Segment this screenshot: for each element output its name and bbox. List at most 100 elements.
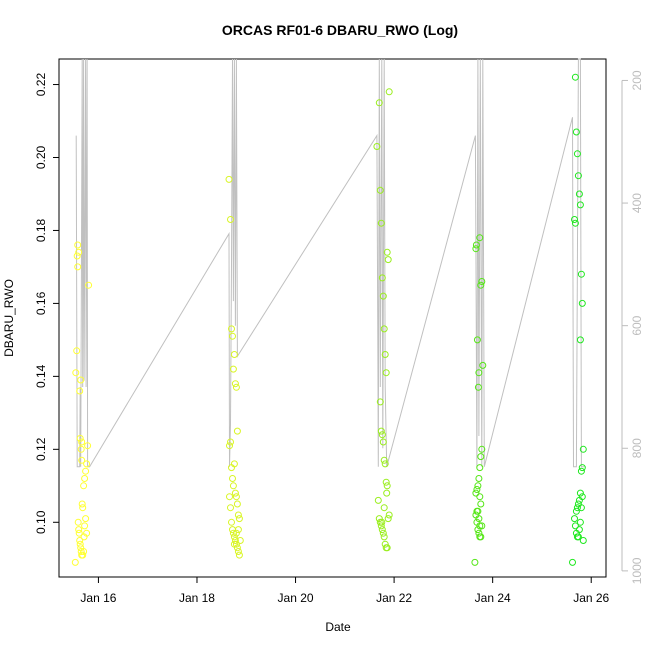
data-points xyxy=(71,73,587,566)
chart-title: ORCAS RF01-6 DBARU_RWO (Log) xyxy=(222,22,458,38)
data-point xyxy=(571,515,578,523)
data-point xyxy=(382,478,390,486)
data-point xyxy=(378,431,386,439)
data-point xyxy=(478,522,486,530)
data-point xyxy=(81,475,89,482)
data-point xyxy=(383,544,391,552)
data-point xyxy=(380,533,388,541)
data-point xyxy=(478,445,486,453)
data-point xyxy=(234,548,242,555)
data-point xyxy=(579,445,587,453)
plot-border xyxy=(58,58,607,578)
data-point xyxy=(83,529,91,537)
data-point xyxy=(579,537,587,544)
data-point xyxy=(74,518,82,526)
data-point xyxy=(475,515,483,523)
data-point xyxy=(574,172,582,180)
data-point xyxy=(378,526,386,534)
y-tick-label: 0.16 xyxy=(34,291,48,315)
data-point xyxy=(471,558,479,566)
data-point xyxy=(229,475,236,482)
data-point xyxy=(385,511,393,519)
data-point xyxy=(472,241,480,249)
data-point xyxy=(474,383,482,391)
data-point xyxy=(72,369,80,377)
data-point xyxy=(571,73,579,81)
data-point xyxy=(234,511,242,519)
y-tick-label: 0.10 xyxy=(34,510,48,534)
data-point xyxy=(73,347,81,355)
data-point xyxy=(380,456,388,464)
data-point xyxy=(77,376,85,384)
data-point xyxy=(472,245,480,253)
data-point xyxy=(575,526,583,534)
data-point xyxy=(229,365,237,373)
data-point xyxy=(475,475,483,482)
data-point xyxy=(571,216,578,223)
data-point xyxy=(578,299,586,307)
data-point xyxy=(477,281,485,289)
data-point xyxy=(74,241,82,249)
data-point xyxy=(476,493,484,501)
right-y-tick-label: 600 xyxy=(630,315,644,335)
data-point xyxy=(73,252,81,260)
data-point xyxy=(230,533,238,541)
data-point xyxy=(377,522,385,530)
data-point xyxy=(79,504,87,512)
data-point xyxy=(573,504,581,512)
data-point xyxy=(76,387,84,395)
data-point xyxy=(577,467,585,475)
x-tick-label: Jan 16 xyxy=(80,591,116,605)
data-point xyxy=(78,438,86,446)
data-point xyxy=(473,336,481,344)
data-point xyxy=(577,504,585,512)
data-point xyxy=(78,500,86,508)
data-point xyxy=(474,526,482,534)
data-point xyxy=(380,504,388,512)
data-point xyxy=(374,496,382,504)
y-tick-label: 0.20 xyxy=(34,145,48,169)
data-point xyxy=(84,442,92,450)
data-point xyxy=(231,380,239,388)
data-point xyxy=(576,489,584,497)
x-axis: Jan 16 Jan 18 Jan 20 Jan 22 Jan 24 Jan 26 xyxy=(80,577,610,605)
data-point xyxy=(477,533,485,541)
data-point xyxy=(379,529,387,537)
data-point xyxy=(76,540,84,548)
data-point xyxy=(75,248,83,256)
data-point xyxy=(78,456,86,464)
data-point xyxy=(82,515,90,523)
x-tick-label: Jan 24 xyxy=(475,591,511,605)
data-point xyxy=(228,518,235,526)
x-axis-label: Date xyxy=(325,620,351,634)
data-point xyxy=(236,537,244,544)
data-point xyxy=(373,143,381,150)
data-point xyxy=(75,526,83,534)
data-point xyxy=(80,548,88,555)
data-point xyxy=(576,201,584,209)
data-point xyxy=(378,518,386,526)
data-point xyxy=(381,460,389,468)
data-point xyxy=(478,278,486,285)
data-point xyxy=(381,540,389,548)
data-point xyxy=(472,489,480,497)
data-point xyxy=(383,248,391,256)
y-tick-label: 0.22 xyxy=(34,73,48,97)
data-point xyxy=(232,529,240,537)
data-point xyxy=(228,325,235,333)
right-y-tick-label: 400 xyxy=(630,193,644,213)
right-y-tick-label: 1000 xyxy=(630,557,644,584)
data-point xyxy=(231,537,239,544)
right-y-tick-label: 800 xyxy=(630,438,644,458)
data-point xyxy=(85,281,93,289)
data-point xyxy=(377,219,385,227)
y-tick-label: 0.14 xyxy=(34,364,48,388)
data-point xyxy=(227,438,234,446)
data-point xyxy=(227,504,234,512)
data-point xyxy=(233,500,241,508)
data-point xyxy=(80,482,88,490)
right-y-tick-label: 200 xyxy=(630,70,644,90)
data-point xyxy=(384,515,392,523)
data-point xyxy=(375,99,383,107)
x-tick-label: Jan 26 xyxy=(573,591,609,605)
